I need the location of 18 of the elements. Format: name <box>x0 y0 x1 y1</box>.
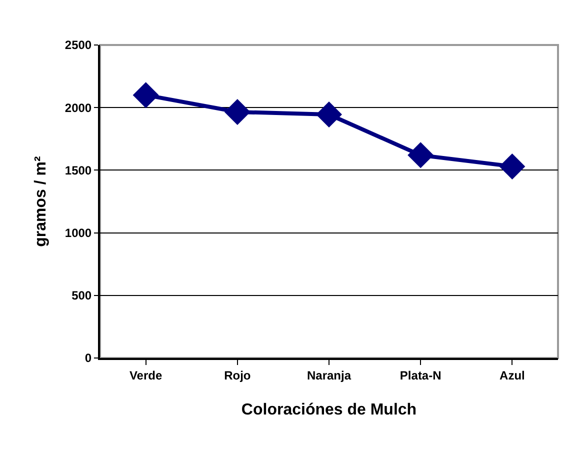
x-tick-label: Azul <box>500 368 525 382</box>
point <box>316 101 342 128</box>
point <box>224 98 250 125</box>
y-tick-label: 2500 <box>64 38 92 52</box>
point <box>132 82 159 108</box>
y-tick-label: 1500 <box>64 163 92 178</box>
y-tick-label: 500 <box>72 288 92 303</box>
x-axis-title: Coloraciónes de Mulch <box>241 402 417 419</box>
point <box>499 153 526 180</box>
y-axis-title: gramos / m² <box>32 156 50 247</box>
x-tick-label: Naranja <box>306 368 352 382</box>
point <box>408 142 434 168</box>
y-tick-label: 1000 <box>64 226 92 240</box>
y-tick-label: 0 <box>84 351 92 366</box>
x-tick-label: Rojo <box>224 368 251 382</box>
x-tick-label: Verde <box>129 368 162 382</box>
y-tick-label: 2000 <box>64 100 92 115</box>
x-tick-label: Plata-N <box>400 368 442 382</box>
